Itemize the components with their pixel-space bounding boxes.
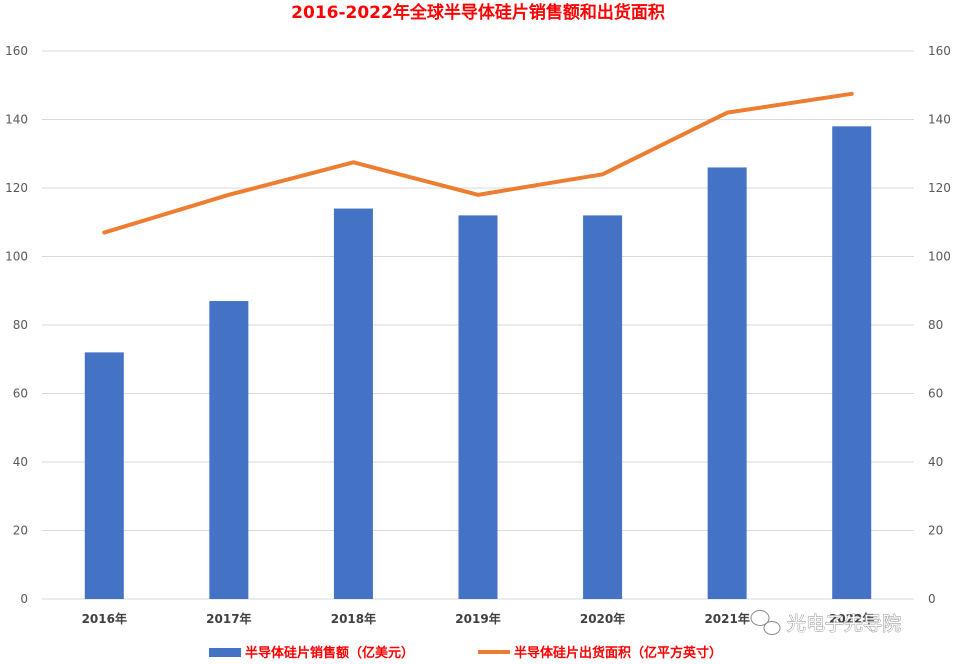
y-tick-label: 0 [20, 592, 28, 606]
x-tick-label: 2017年 [206, 611, 251, 626]
x-tick-label: 2021年 [704, 611, 749, 626]
line-series [102, 91, 854, 235]
y-tick-label: 40 [13, 455, 28, 469]
y-tick-label: 80 [13, 318, 28, 332]
right-axis-ticks: 0 20 40 60 80 100 120 140 160 [928, 44, 951, 606]
series-line [102, 91, 854, 235]
bar [583, 215, 623, 599]
wechat-icon [749, 609, 782, 636]
legend-label-bar: 半导体硅片销售额（亿美元） [245, 645, 414, 661]
y2-tick-label: 80 [928, 318, 943, 332]
x-tick-label: 2020年 [580, 611, 625, 626]
bar [333, 208, 373, 600]
y-tick-label: 120 [5, 181, 28, 195]
bar [707, 167, 747, 599]
y-tick-label: 100 [5, 250, 28, 264]
bar-series [84, 126, 872, 600]
watermark-text: 光电子先导院 [787, 613, 901, 635]
y-tick-label: 20 [13, 524, 28, 538]
x-tick-label: 2016年 [82, 611, 127, 626]
y2-tick-label: 0 [928, 592, 936, 606]
left-axis-ticks: 0 20 40 60 80 100 120 140 160 [5, 44, 28, 606]
x-tick-label: 2022年 [829, 611, 874, 626]
y2-tick-label: 160 [928, 44, 951, 58]
x-tick-label: 2018年 [331, 611, 376, 626]
y2-tick-label: 140 [928, 113, 951, 127]
legend-label-line: 半导体硅片出货面积（亿平方英寸） [514, 645, 722, 661]
y-tick-label: 140 [5, 113, 28, 127]
bar [84, 352, 124, 599]
x-tick-label: 2019年 [455, 611, 500, 626]
y-tick-label: 160 [5, 44, 28, 58]
y2-tick-label: 100 [928, 250, 951, 264]
bar [209, 301, 249, 599]
bar [832, 126, 872, 599]
legend: 半导体硅片销售额（亿美元） 半导体硅片出货面积（亿平方英寸） [209, 645, 722, 661]
watermark: 光电子先导院 [749, 609, 901, 636]
y2-tick-label: 120 [928, 181, 951, 195]
x-axis-labels: 2016年 2017年 2018年 2019年 2020年 2021年 2022年 [82, 611, 875, 626]
legend-swatch-bar [209, 648, 241, 657]
chart-title: 2016-2022年全球半导体硅片销售额和出货面积 [291, 2, 665, 23]
y-tick-label: 60 [13, 387, 28, 401]
y2-tick-label: 40 [928, 455, 943, 469]
bar [458, 215, 498, 599]
y2-tick-label: 20 [928, 524, 943, 538]
y2-tick-label: 60 [928, 387, 943, 401]
